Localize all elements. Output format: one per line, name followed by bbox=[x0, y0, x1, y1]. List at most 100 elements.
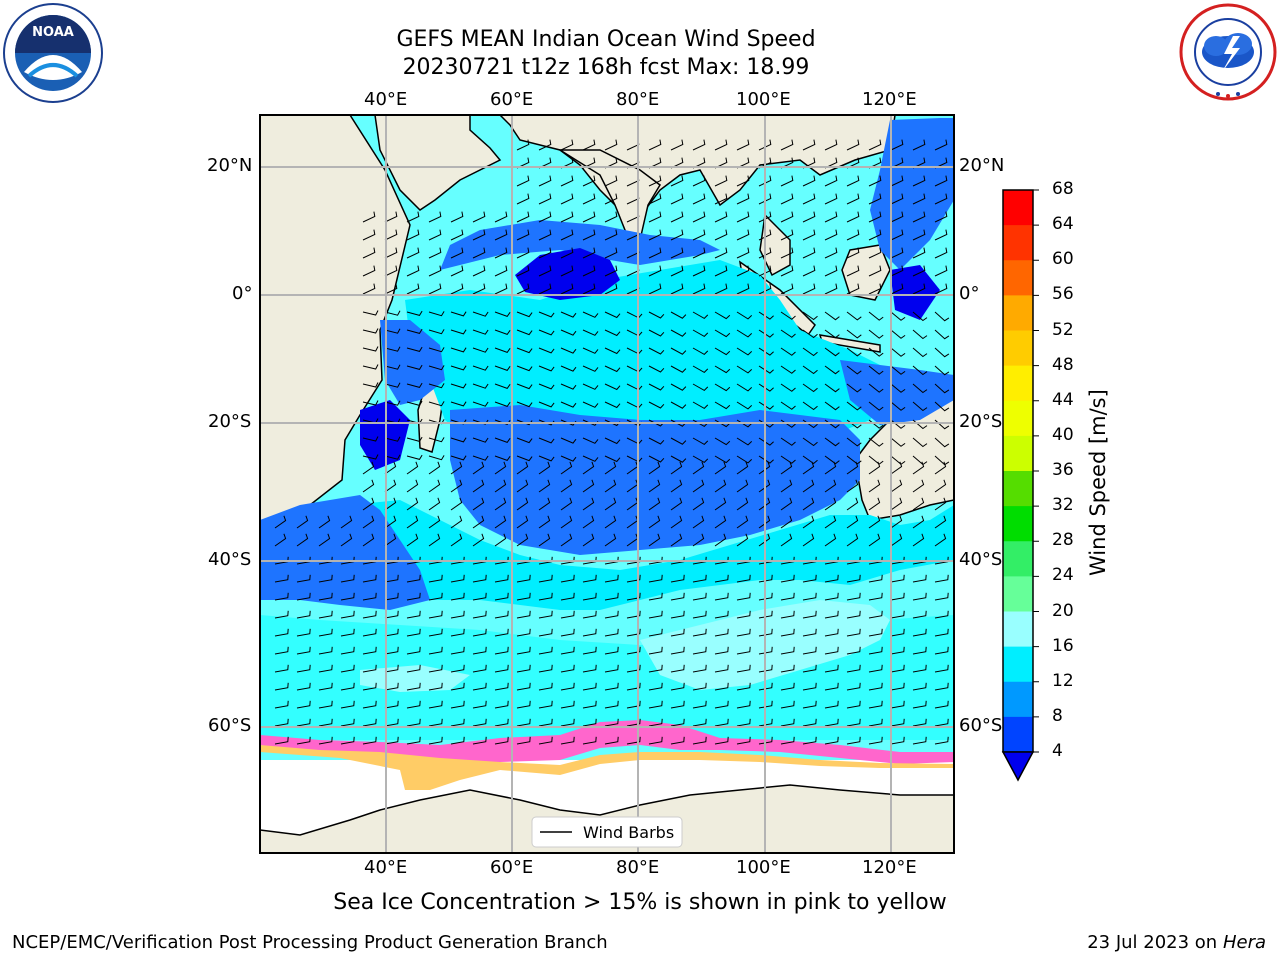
wind-barb bbox=[890, 211, 904, 223]
wind-barb bbox=[516, 479, 529, 493]
wind-barb bbox=[890, 646, 905, 655]
colorbar-tick-label: 8 bbox=[1052, 705, 1063, 726]
wind-barb bbox=[538, 461, 551, 475]
wind-barb bbox=[758, 700, 773, 709]
wind-barb bbox=[428, 437, 445, 443]
wind-barb bbox=[406, 646, 421, 655]
wind-barb bbox=[472, 401, 489, 407]
wind-barb bbox=[714, 461, 727, 475]
wind-barb bbox=[934, 497, 947, 511]
wind-barb bbox=[428, 646, 443, 655]
wind-barb bbox=[802, 664, 817, 673]
wind-barb bbox=[406, 682, 421, 691]
wind-barb bbox=[604, 193, 618, 205]
wind-barb bbox=[780, 461, 793, 475]
wind-barb bbox=[560, 497, 573, 511]
wind-barb bbox=[714, 533, 727, 547]
wind-barb bbox=[560, 461, 573, 475]
wind-barb bbox=[670, 193, 684, 205]
wind-barb bbox=[538, 283, 552, 295]
wind-barb bbox=[406, 718, 421, 727]
wind-barb bbox=[494, 592, 509, 601]
wind-barb bbox=[538, 401, 555, 408]
wind-barb bbox=[472, 437, 489, 443]
wind-barb bbox=[934, 664, 949, 673]
wind-barb bbox=[582, 700, 597, 709]
wind-barb bbox=[846, 265, 860, 277]
wind-barb bbox=[494, 682, 509, 691]
colorbar-tick-label: 64 bbox=[1052, 214, 1074, 235]
wind-barb bbox=[560, 700, 575, 709]
wind-barb bbox=[538, 139, 552, 151]
wind-barb bbox=[648, 646, 663, 655]
band-4-8-south-central bbox=[450, 405, 860, 555]
wind-barb bbox=[912, 700, 927, 709]
wind-barb bbox=[824, 139, 838, 151]
wind-barb bbox=[670, 383, 687, 391]
wind-barb bbox=[406, 310, 423, 316]
wind-barb bbox=[604, 682, 619, 691]
wind-barb bbox=[296, 533, 309, 547]
wind-barb bbox=[868, 329, 884, 339]
wind-barb bbox=[714, 682, 729, 691]
wind-barb bbox=[780, 193, 794, 205]
wind-barb bbox=[582, 311, 599, 318]
wind-barb bbox=[318, 664, 333, 673]
wind-barb bbox=[692, 610, 707, 619]
wind-barb bbox=[824, 610, 839, 619]
lon-tick-bottom-60e: 60°E bbox=[490, 857, 534, 878]
colorbar-label: Wind Speed [m/s] bbox=[1086, 389, 1110, 576]
wind-barb bbox=[428, 700, 443, 709]
wind-barb bbox=[868, 437, 884, 447]
wind-barb bbox=[802, 401, 818, 411]
wind-barb bbox=[934, 211, 948, 223]
wind-barb bbox=[318, 736, 333, 745]
wind-barb bbox=[824, 347, 840, 357]
wind-barb bbox=[582, 455, 599, 462]
wind-barb bbox=[714, 700, 729, 709]
wind-speed-bands bbox=[260, 118, 954, 790]
wind-barb bbox=[384, 479, 397, 493]
wind-barb bbox=[406, 461, 419, 475]
wind-barb bbox=[692, 533, 705, 547]
lat-tick-right-0: 0° bbox=[959, 283, 980, 304]
wind-barb bbox=[472, 419, 489, 425]
wind-barb bbox=[736, 175, 750, 187]
wind-barb bbox=[758, 347, 774, 356]
wind-barb bbox=[692, 401, 709, 410]
wind-barb bbox=[450, 592, 465, 601]
wind-barb bbox=[362, 211, 376, 223]
wind-barb bbox=[912, 193, 926, 205]
wind-barb bbox=[340, 736, 355, 745]
wind-barb bbox=[538, 437, 555, 444]
wind-barb bbox=[670, 664, 685, 673]
wind-barb bbox=[802, 574, 817, 583]
wind-barb bbox=[824, 193, 838, 205]
wind-barb bbox=[824, 497, 837, 511]
wind-barb bbox=[560, 664, 575, 673]
wind-barb bbox=[296, 664, 311, 673]
wind-barb bbox=[780, 139, 794, 151]
wind-barb bbox=[670, 592, 685, 601]
wind-barb bbox=[494, 700, 509, 709]
wind-barb bbox=[890, 229, 904, 241]
wind-barb bbox=[670, 515, 683, 529]
wind-barb bbox=[560, 610, 575, 619]
wind-barb bbox=[780, 610, 795, 619]
wind-barb bbox=[692, 247, 706, 259]
colorbar-segment bbox=[1003, 576, 1033, 612]
wind-barb bbox=[604, 664, 619, 673]
wind-barb bbox=[450, 700, 465, 709]
lat-tick-right-20n: 20°N bbox=[959, 155, 1005, 176]
wind-barb bbox=[516, 365, 533, 372]
wind-barb bbox=[692, 437, 709, 446]
wind-barb bbox=[692, 329, 709, 338]
wind-barb bbox=[670, 736, 685, 745]
wind-barb bbox=[648, 139, 662, 151]
wind-barb bbox=[758, 193, 772, 205]
wind-barb bbox=[692, 211, 706, 223]
wind-barb bbox=[670, 461, 683, 475]
wind-barb bbox=[560, 592, 575, 601]
wind-barb bbox=[296, 628, 311, 637]
wind-barb bbox=[428, 718, 443, 727]
